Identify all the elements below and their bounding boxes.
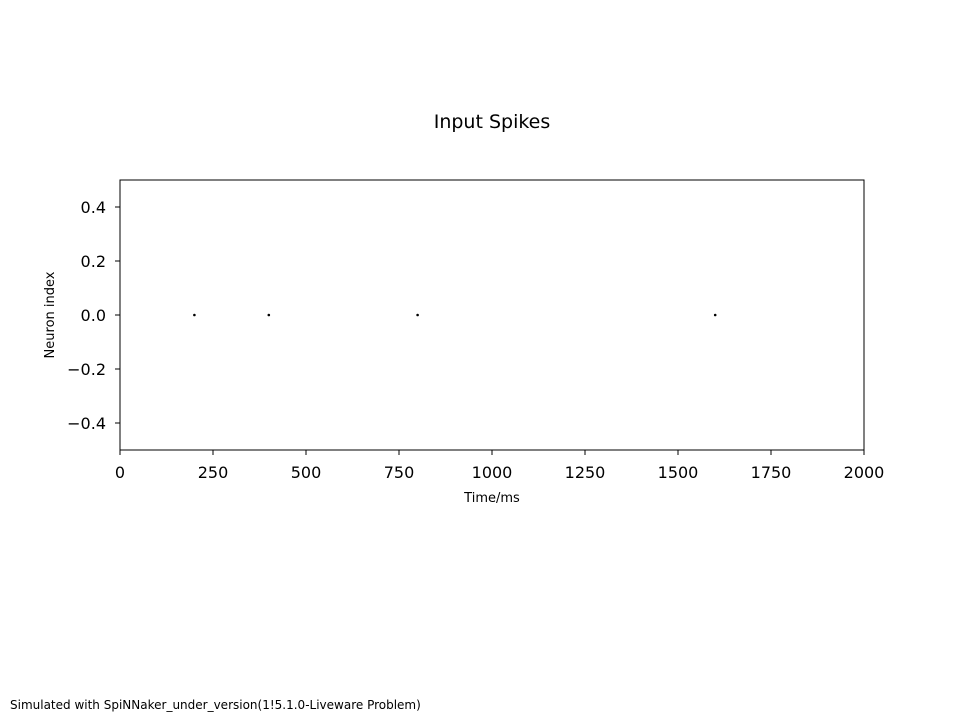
spike-point: [416, 313, 419, 317]
y-axis-label: Neuron index: [43, 271, 58, 358]
y-tick-label: 0.0: [81, 306, 106, 325]
spike-point: [193, 313, 196, 317]
axes-frame: [119, 179, 865, 451]
x-tick-label: 1000: [472, 463, 513, 482]
spike-point: [267, 313, 271, 317]
y-tick-label: −0.2: [67, 360, 106, 379]
x-tick-label: 250: [198, 463, 229, 482]
y-tick-label: 0.4: [81, 198, 106, 217]
x-tick-label: 2000: [844, 463, 885, 482]
plot-area: 0 250 500 750 1000 1250 1500 1750 2000 0.4 0.2 0.0 −…: [67, 179, 885, 482]
x-tick-label: 1750: [751, 463, 792, 482]
spike-point: [713, 313, 717, 317]
y-tick-label: 0.2: [81, 252, 106, 271]
x-tick-label: 0: [115, 463, 125, 482]
x-axis-label: Time/ms: [463, 491, 520, 506]
chart-title: Input Spikes: [434, 111, 551, 133]
version-footer: Simulated with SpiNNaker_under_version(1…: [10, 698, 421, 712]
x-tick-label: 1500: [658, 463, 699, 482]
x-tick-label: 500: [291, 463, 322, 482]
y-tick-label: −0.4: [67, 414, 106, 433]
x-tick-label: 1250: [565, 463, 606, 482]
x-tick-label: 750: [384, 463, 415, 482]
